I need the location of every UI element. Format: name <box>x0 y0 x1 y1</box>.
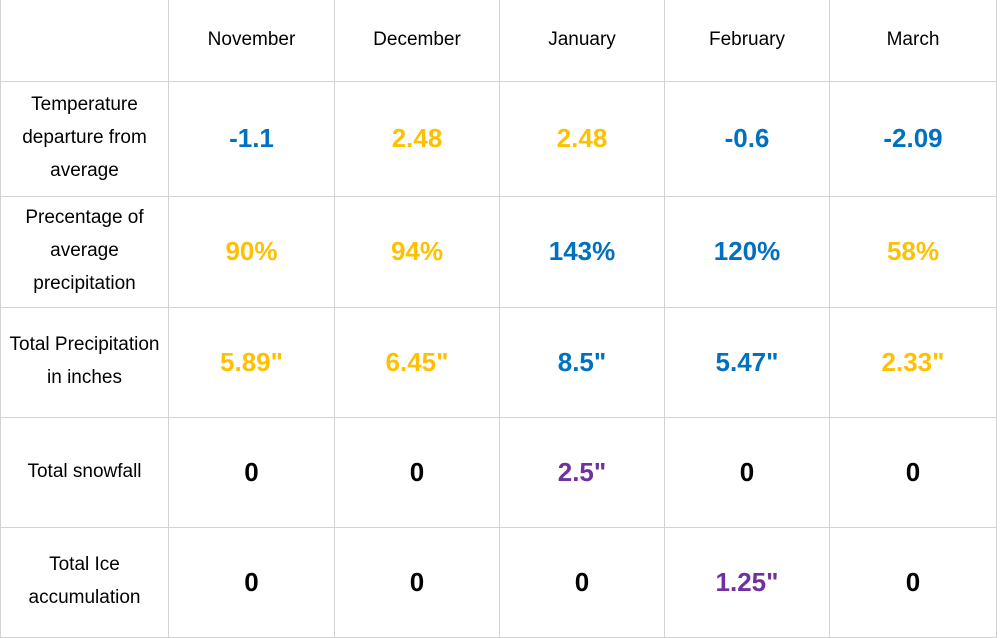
cell-value: -1.1 <box>168 80 335 197</box>
cell-value: 90% <box>168 195 335 308</box>
table-row-total-precipitation: Total Precipitation in inches 5.89" 6.45… <box>0 306 997 418</box>
row-label-total-precipitation: Total Precipitation in inches <box>0 306 169 418</box>
cell-value: 0 <box>499 526 665 638</box>
month-header-march: March <box>829 0 997 82</box>
row-label-total-ice-accumulation: Total Ice accumulation <box>0 526 169 638</box>
cell-value: 2.33" <box>829 306 997 418</box>
cell-value: 143% <box>499 195 665 308</box>
cell-value: 94% <box>334 195 500 308</box>
cell-value: 58% <box>829 195 997 308</box>
table-row-total-ice-accumulation: Total Ice accumulation 0 0 0 1.25" 0 <box>0 526 997 638</box>
month-header-november: November <box>168 0 335 82</box>
cell-value: -0.6 <box>664 80 830 197</box>
row-label-temperature-departure: Temperature departure from average <box>0 80 169 197</box>
corner-cell <box>0 0 169 82</box>
cell-value: 2.5" <box>499 416 665 528</box>
month-header-december: December <box>334 0 500 82</box>
cell-value: 0 <box>334 416 500 528</box>
cell-value: 0 <box>664 416 830 528</box>
month-header-february: February <box>664 0 830 82</box>
cell-value: 8.5" <box>499 306 665 418</box>
row-label-percentage-precipitation: Precentage of average precipitation <box>0 195 169 308</box>
cell-value: 0 <box>334 526 500 638</box>
table-row-percentage-precipitation: Precentage of average precipitation 90% … <box>0 195 997 308</box>
cell-value: 6.45" <box>334 306 500 418</box>
cell-value: 5.89" <box>168 306 335 418</box>
cell-value: 0 <box>829 416 997 528</box>
cell-value: 0 <box>168 416 335 528</box>
row-label-total-snowfall: Total snowfall <box>0 416 169 528</box>
cell-value: 120% <box>664 195 830 308</box>
cell-value: 2.48 <box>499 80 665 197</box>
cell-value: 2.48 <box>334 80 500 197</box>
table-row-temperature-departure: Temperature departure from average -1.1 … <box>0 80 997 197</box>
header-row: November December January February March <box>0 0 997 82</box>
cell-value: 5.47" <box>664 306 830 418</box>
cell-value: 0 <box>829 526 997 638</box>
table-row-total-snowfall: Total snowfall 0 0 2.5" 0 0 <box>0 416 997 528</box>
cell-value: 0 <box>168 526 335 638</box>
cell-value: 1.25" <box>664 526 830 638</box>
cell-value: -2.09 <box>829 80 997 197</box>
month-header-january: January <box>499 0 665 82</box>
